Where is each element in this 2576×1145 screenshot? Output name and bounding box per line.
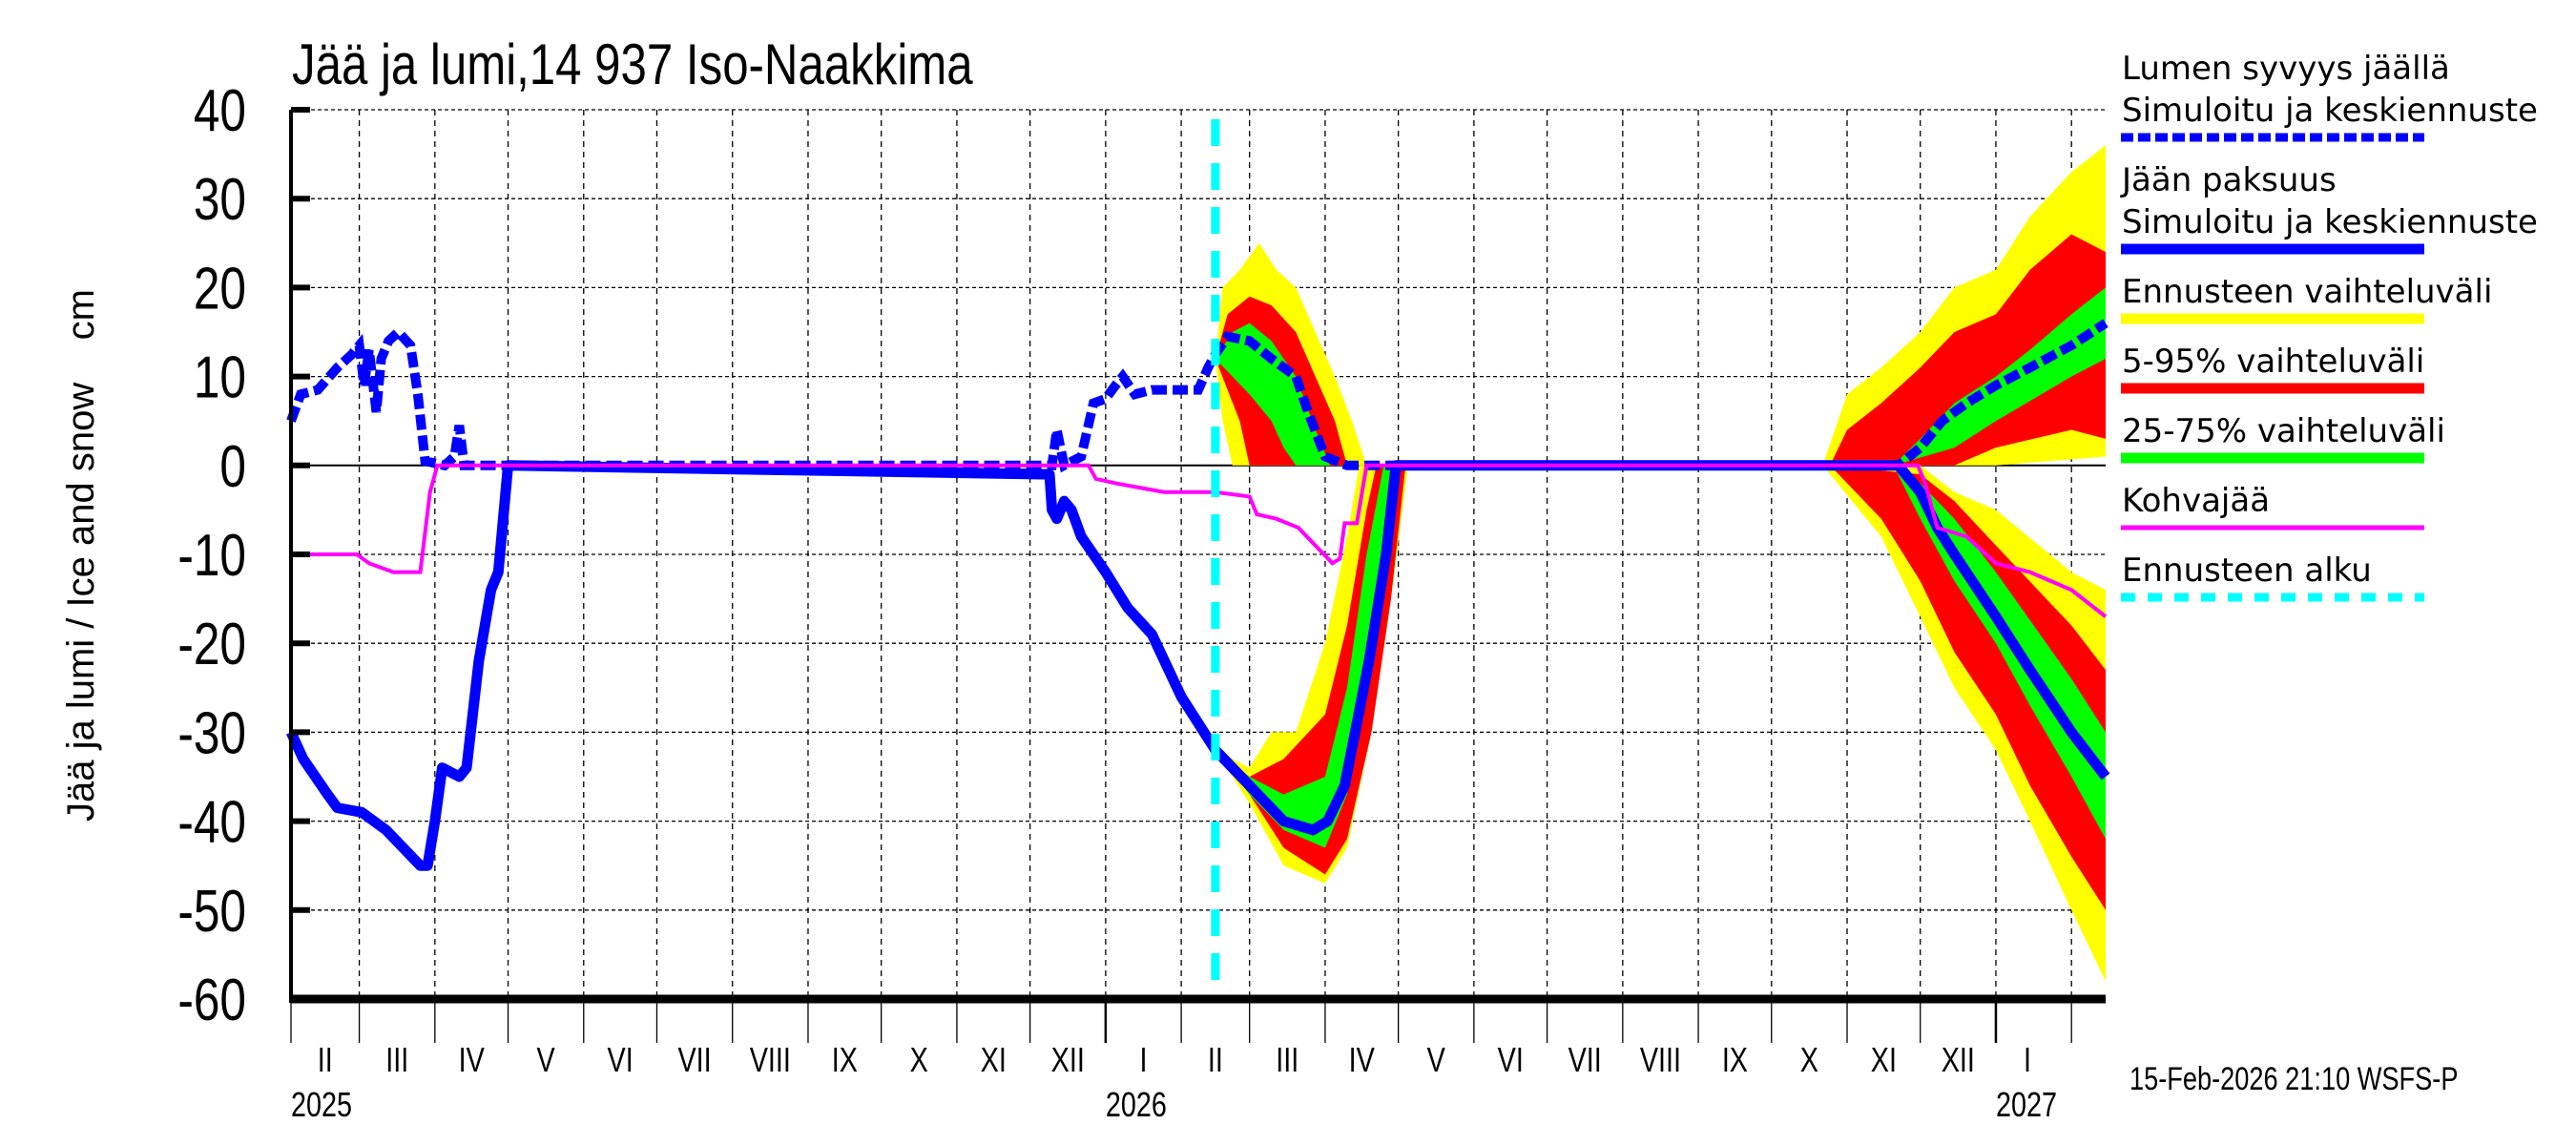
y-tick-label: 30	[194, 166, 246, 233]
month-label: VII	[677, 1040, 711, 1079]
month-label: X	[1800, 1040, 1818, 1079]
slush-ice-line	[291, 463, 2108, 618]
y-tick-label: 20	[194, 255, 246, 322]
month-label: XI	[981, 1040, 1007, 1079]
legend-item: Ennusteen vaihteluväli	[2121, 273, 2492, 324]
legend-item: 5-95% vaihteluväli	[2121, 343, 2424, 394]
month-label: V	[537, 1040, 555, 1079]
axes	[289, 107, 2106, 1004]
year-label: 2027	[1996, 1085, 2057, 1124]
band-5-95	[1830, 234, 2106, 466]
y-tick-label: 0	[219, 432, 246, 499]
y-tick-label: -50	[177, 877, 246, 944]
month-label: III	[385, 1040, 408, 1079]
forecast-bands	[1215, 145, 2106, 982]
legend-item: 25-75% vaihteluväli	[2121, 412, 2445, 464]
month-label: VII	[1568, 1040, 1602, 1079]
legend-item: Lumen syvyys jäällä Simuloitu ja keskienn…	[2121, 50, 2538, 142]
legend-item: Ennusteen alku	[2121, 552, 2424, 602]
legend-label: 25-75% vaihteluväli	[2122, 412, 2445, 450]
y-tick-label: -60	[177, 967, 246, 1033]
timestamp: 15-Feb-2026 21:10 WSFS-P	[2129, 1060, 2458, 1097]
band-25-75	[1893, 465, 2106, 840]
month-label: VI	[1498, 1040, 1524, 1079]
chart-title: Jää ja lumi,14 937 Iso-Naakkima	[292, 31, 973, 96]
y-tick-labels: 40 30 20 10 0 -10 -20 -30 -40 -50 -60	[177, 77, 246, 1033]
month-label: VIII	[1640, 1040, 1681, 1079]
x-tick-labels: II III IV V VI VII VIII IX X XI XII I II III IV V VI VII V…	[291, 1040, 2057, 1124]
year-label: 2026	[1106, 1085, 1167, 1124]
y-tick-label: -30	[177, 699, 246, 766]
ice-thickness-line	[285, 460, 2110, 871]
legend-label: Ennusteen vaihteluväli	[2122, 273, 2492, 311]
legend-label: Jään paksuus	[2120, 161, 2337, 199]
y-tick-label: -40	[177, 788, 246, 855]
band-5-95	[1215, 465, 1406, 875]
month-label: V	[1427, 1040, 1445, 1079]
year-label: 2025	[291, 1085, 352, 1124]
series-lines	[285, 119, 2110, 999]
y-tick-label: -20	[177, 611, 246, 677]
legend-item: Kohvajää	[2121, 482, 2424, 531]
month-label: IV	[459, 1040, 485, 1079]
legend-label: Kohvajää	[2122, 482, 2270, 520]
legend: Lumen syvyys jäällä Simuloitu ja keskienn…	[2120, 50, 2538, 602]
legend-sublabel: Simuloitu ja keskiennuste	[2122, 203, 2538, 241]
y-tick-label: -10	[177, 522, 246, 589]
band-25-75	[1215, 323, 1331, 466]
grid	[290, 109, 2106, 1043]
month-label: XII	[1942, 1040, 1975, 1079]
legend-label: 5-95% vaihteluväli	[2122, 343, 2424, 381]
y-tick-label: 10	[194, 344, 246, 410]
legend-label: Lumen syvyys jäällä	[2122, 50, 2450, 88]
month-label: VIII	[750, 1040, 791, 1079]
month-label: IX	[832, 1040, 858, 1079]
y-axis-label: Jää ja lumi / Ice and snow cm	[60, 289, 102, 822]
month-label: II	[1208, 1040, 1223, 1079]
month-label: III	[1276, 1040, 1298, 1079]
legend-sublabel: Simuloitu ja keskiennuste	[2122, 92, 2538, 130]
month-label: XII	[1051, 1040, 1085, 1079]
month-label: I	[2024, 1040, 2031, 1079]
legend-item: Jään paksuus Simuloitu ja keskiennuste	[2120, 161, 2538, 255]
y-tick-label: 40	[194, 77, 246, 144]
month-label: VI	[608, 1040, 634, 1079]
legend-label: Ennusteen alku	[2122, 552, 2372, 590]
month-label: X	[910, 1040, 928, 1079]
month-label: IV	[1349, 1040, 1375, 1079]
month-label: I	[1139, 1040, 1147, 1079]
month-label: II	[318, 1040, 333, 1079]
month-label: IX	[1722, 1040, 1748, 1079]
month-label: XI	[1871, 1040, 1897, 1079]
